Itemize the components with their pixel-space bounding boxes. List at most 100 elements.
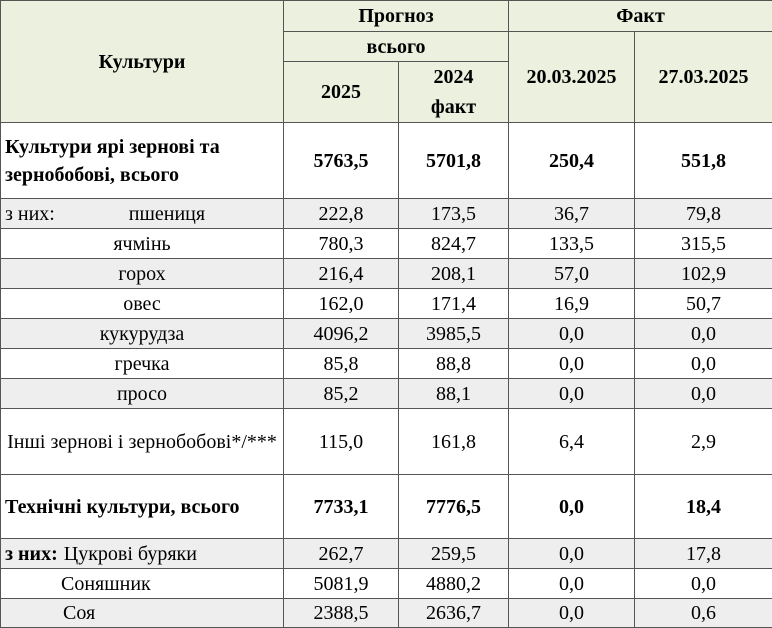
header-date: 20.03.2025 (509, 32, 635, 123)
value-cell: 0,0 (509, 349, 635, 379)
row-prefix: з них: (5, 540, 58, 568)
value-cell: 4096,2 (284, 319, 399, 349)
crop-cell: Соняшник (1, 569, 284, 599)
value-cell: 102,9 (635, 259, 772, 289)
crop-name: гречка (115, 353, 170, 375)
crop-name: просо (117, 383, 167, 405)
value-cell: 88,8 (399, 349, 509, 379)
value-cell: 0,0 (509, 539, 635, 569)
value-cell: 133,5 (509, 229, 635, 259)
crop-cell: просо (1, 379, 284, 409)
value-cell: 2,9 (635, 409, 772, 475)
value-cell: 171,4 (399, 289, 509, 319)
value-cell: 0,6 (635, 599, 772, 628)
value-cell: 88,1 (399, 379, 509, 409)
value-cell: 0,0 (635, 569, 772, 599)
crop-name: Технічні культури, всього (5, 496, 240, 518)
crop-name: кукурудза (100, 323, 185, 345)
table-body: Культури ярі зернові та зернобобові, всь… (1, 123, 772, 628)
crop-name: Цукрові буряки (64, 543, 197, 565)
value-cell: 222,8 (284, 199, 399, 229)
crop-name: Соя (63, 602, 95, 624)
value-cell: 2636,7 (399, 599, 509, 628)
value-cell: 6,4 (509, 409, 635, 475)
crop-cell: гречка (1, 349, 284, 379)
crop-cell: кукурудза (1, 319, 284, 349)
value-cell: 216,4 (284, 259, 399, 289)
header-crops: Культури (1, 1, 284, 123)
value-cell: 57,0 (509, 259, 635, 289)
value-cell: 262,7 (284, 539, 399, 569)
header-fact: Факт (509, 1, 772, 32)
crop-name: пшениця (129, 203, 205, 225)
value-cell: 7733,1 (284, 475, 399, 539)
value-cell: 79,8 (635, 199, 772, 229)
value-cell: 115,0 (284, 409, 399, 475)
header-date: 27.03.2025 (635, 32, 772, 123)
header-year-text: 2024 факт (424, 62, 484, 122)
value-cell: 16,9 (509, 289, 635, 319)
value-cell: 161,8 (399, 409, 509, 475)
crop-cell: Інші зернові і зернобобові*/*** (1, 409, 284, 475)
value-cell: 0,0 (635, 349, 772, 379)
header-forecast: Прогноз (284, 1, 509, 32)
value-cell: 0,0 (509, 599, 635, 628)
value-cell: 0,0 (635, 319, 772, 349)
value-cell: 259,5 (399, 539, 509, 569)
crop-name: Інші зернові і зернобобові*/*** (7, 431, 277, 453)
value-cell: 780,3 (284, 229, 399, 259)
header-year: 2025 (284, 62, 399, 123)
value-cell: 3985,5 (399, 319, 509, 349)
value-cell: 0,0 (509, 569, 635, 599)
value-cell: 85,8 (284, 349, 399, 379)
crop-cell: Культури ярі зернові та зернобобові, всь… (1, 123, 284, 199)
value-cell: 2388,5 (284, 599, 399, 628)
value-cell: 208,1 (399, 259, 509, 289)
value-cell: 5763,5 (284, 123, 399, 199)
value-cell: 50,7 (635, 289, 772, 319)
crop-name: горох (118, 263, 165, 285)
crop-cell: з них: пшениця (1, 199, 284, 229)
crop-cell: горох (1, 259, 284, 289)
table-row: Культури ярі зернові та зернобобові, всь… (1, 123, 772, 199)
crop-cell: з них: Цукрові буряки (1, 539, 284, 569)
value-cell: 250,4 (509, 123, 635, 199)
crop-name: Культури ярі зернові та зернобобові, всь… (5, 136, 220, 186)
value-cell: 85,2 (284, 379, 399, 409)
value-cell: 315,5 (635, 229, 772, 259)
crop-cell: Соя (1, 599, 284, 628)
value-cell: 36,7 (509, 199, 635, 229)
row-prefix: з них: (5, 200, 55, 228)
crop-name: Соняшник (61, 573, 151, 595)
value-cell: 824,7 (399, 229, 509, 259)
value-cell: 162,0 (284, 289, 399, 319)
value-cell: 18,4 (635, 475, 772, 539)
crop-cell: ячмінь (1, 229, 284, 259)
value-cell: 0,0 (509, 475, 635, 539)
crop-cell: Технічні культури, всього (1, 475, 284, 539)
value-cell: 0,0 (509, 379, 635, 409)
crop-name: ячмінь (113, 233, 170, 255)
header-year: 2024 факт (399, 62, 509, 123)
value-cell: 173,5 (399, 199, 509, 229)
value-cell: 0,0 (635, 379, 772, 409)
value-cell: 7776,5 (399, 475, 509, 539)
value-cell: 5081,9 (284, 569, 399, 599)
value-cell: 4880,2 (399, 569, 509, 599)
header-total: всього (284, 32, 509, 62)
value-cell: 0,0 (509, 319, 635, 349)
value-cell: 17,8 (635, 539, 772, 569)
